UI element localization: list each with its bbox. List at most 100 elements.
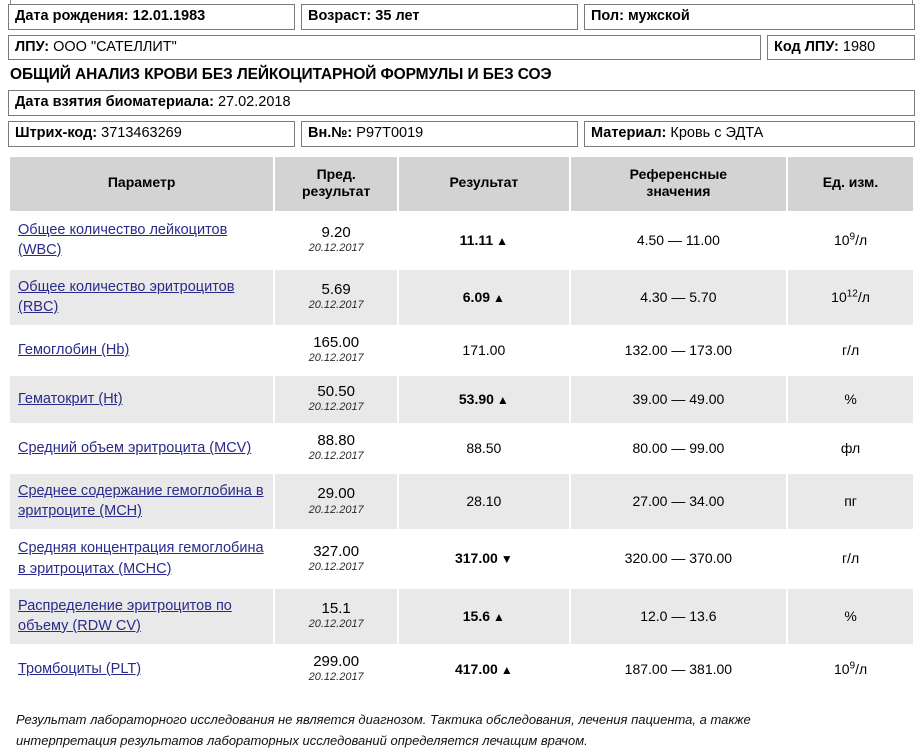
sex-field: Пол: мужской	[584, 4, 915, 30]
cell-parameter: Гематокрит (Ht)	[10, 376, 274, 424]
column-header-previous-line2: результат	[301, 183, 371, 200]
cell-previous-result: 327.00 20.12.2017	[275, 531, 398, 587]
cell-previous-result: 29.00 20.12.2017	[275, 474, 398, 530]
previous-result-value: 88.80	[317, 432, 355, 450]
unit-base: 10	[833, 231, 850, 248]
result-value: 11.11	[459, 231, 494, 248]
unit-exponent: 9	[849, 660, 856, 672]
parameter-link[interactable]: Общее количество лейкоцитов (WBC)	[18, 221, 228, 258]
unit-suffix: /л	[857, 288, 870, 305]
clinic-row: ЛПУ: ООО "САТЕЛЛИТ" Код ЛПУ: 1980	[8, 34, 915, 61]
clinic-code-value: 1980	[842, 38, 876, 55]
cell-unit: %	[788, 376, 913, 424]
internal-number-label: Вн.№:	[308, 125, 353, 142]
previous-result-date: 20.12.2017	[308, 352, 364, 365]
cell-parameter: Общее количество эритроцитов (RBC)	[10, 269, 274, 326]
previous-result-value: 15.1	[321, 599, 351, 617]
result-value: 88.50	[466, 440, 502, 457]
unit-suffix: /л	[855, 231, 868, 248]
cell-reference-range: 132.00 — 173.00	[570, 327, 787, 375]
previous-result-value: 299.00	[313, 652, 360, 670]
parameter-link[interactable]: Гемоглобин (Hb)	[18, 342, 130, 359]
table-row: Гемоглобин (Hb) 165.00 20.12.2017 171.00 132…	[10, 327, 913, 375]
clinic-code-label: Код ЛПУ:	[774, 38, 839, 55]
disclaimer-line-1: Результат лабораторного исследования не …	[16, 711, 751, 727]
previous-result-date: 20.12.2017	[308, 671, 364, 684]
disclaimer-line-2: интерпретация результатов лабораторных и…	[16, 733, 588, 749]
cell-previous-result: 165.00 20.12.2017	[275, 327, 398, 375]
parameter-link[interactable]: Тромбоциты (PLT)	[18, 660, 142, 677]
sex-label: Пол:	[591, 8, 624, 24]
parameter-link[interactable]: Средняя концентрация гемоглобина в эритр…	[18, 540, 264, 577]
unit-base: 10	[831, 288, 847, 305]
column-header-unit: Ед. изм.	[788, 156, 913, 211]
cell-unit: г/л	[788, 531, 913, 587]
sample-identification-row: Штрих-код: 3713463269 Вн.№: P97T0019 Мат…	[8, 121, 915, 147]
birth-date-field: Дата рождения: 12.01.1983	[8, 4, 295, 30]
arrow-up-icon: ▲	[493, 290, 505, 305]
parameter-link[interactable]: Общее количество эритроцитов (RBC)	[18, 278, 235, 316]
parameter-link[interactable]: Распределение эритроцитов по объему (RDW…	[18, 597, 232, 634]
column-header-reference-line1: Референсные	[629, 165, 728, 182]
cell-parameter: Распределение эритроцитов по объему (RDW…	[10, 588, 274, 644]
cell-result: 171.00	[399, 327, 569, 375]
birth-date-value: 12.01.1983	[132, 8, 206, 24]
clinic-name-field: ЛПУ: ООО "САТЕЛЛИТ"	[8, 34, 761, 61]
arrow-up-icon: ▲	[496, 392, 509, 407]
result-value: 28.10	[466, 493, 502, 510]
column-header-previous-result: Пред. результат	[275, 156, 398, 211]
cell-reference-range: 39.00 — 49.00	[570, 376, 787, 424]
age-label: Возраст:	[308, 8, 372, 24]
previous-result-value: 29.00	[317, 485, 355, 503]
cell-unit: 109/л	[788, 645, 913, 693]
barcode-label: Штрих-код:	[15, 125, 98, 142]
result-value: 171.00	[462, 342, 506, 359]
unit-base: 10	[833, 660, 850, 677]
cell-parameter: Средняя концентрация гемоглобина в эритр…	[10, 531, 274, 587]
table-row: Среднее содержание гемоглобина в эритроц…	[10, 474, 913, 530]
cell-parameter: Средний объем эритроцита (MCV)	[10, 425, 274, 473]
cell-parameter: Гемоглобин (Hb)	[10, 327, 274, 375]
cell-previous-result: 9.20 20.12.2017	[275, 212, 398, 268]
arrow-down-icon: ▼	[500, 552, 513, 567]
cell-reference-range: 27.00 — 34.00	[570, 474, 787, 530]
disclaimer-text: Результат лабораторного исследования не …	[16, 709, 816, 752]
result-value: 6.09	[462, 288, 491, 305]
parameter-link[interactable]: Средний объем эритроцита (MCV)	[18, 440, 252, 457]
barcode-field: Штрих-код: 3713463269	[8, 121, 295, 147]
cell-result: 53.90 ▲	[399, 376, 569, 424]
cell-parameter: Общее количество лейкоцитов (WBC)	[10, 212, 274, 268]
cell-parameter: Среднее содержание гемоглобина в эритроц…	[10, 474, 274, 530]
cell-reference-range: 4.50 — 11.00	[570, 212, 787, 268]
unit-base: пг	[844, 493, 857, 510]
parameter-link[interactable]: Гематокрит (Ht)	[18, 391, 123, 408]
column-header-reference-line2: значения	[646, 183, 711, 200]
age-field: Возраст: 35 лет	[301, 4, 578, 30]
birth-date-label: Дата рождения:	[15, 8, 129, 24]
top-cut-off-row	[10, 0, 913, 4]
table-row: Тромбоциты (PLT) 299.00 20.12.2017 417.00 ▲ 1…	[10, 645, 913, 693]
previous-result-date: 20.12.2017	[308, 503, 364, 516]
previous-result-value: 327.00	[313, 542, 360, 560]
internal-number-field: Вн.№: P97T0019	[301, 121, 578, 147]
parameter-link[interactable]: Среднее содержание гемоглобина в эритроц…	[18, 483, 264, 520]
unit-base: г/л	[841, 550, 860, 567]
unit-base: %	[844, 607, 857, 624]
previous-result-value: 165.00	[313, 334, 360, 352]
result-value: 417.00	[454, 660, 498, 677]
clinic-name-label: ЛПУ:	[15, 38, 50, 55]
unit-suffix: /л	[855, 660, 868, 677]
cell-unit: пг	[788, 474, 913, 530]
results-header-row: Параметр Пред. результат Результат Рефер…	[10, 156, 913, 211]
table-row: Гематокрит (Ht) 50.50 20.12.2017 53.90 ▲ 39.0…	[10, 376, 913, 424]
cell-reference-range: 320.00 — 370.00	[570, 531, 787, 587]
table-row: Распределение эритроцитов по объему (RDW…	[10, 588, 913, 644]
results-table: Параметр Пред. результат Результат Рефер…	[8, 155, 915, 695]
result-value: 15.6	[462, 607, 491, 624]
biomaterial-date-value: 27.02.2018	[217, 94, 291, 111]
unit-exponent: 12	[846, 288, 858, 300]
age-value: 35 лет	[375, 8, 420, 24]
biomaterial-date-row: Дата взятия биоматериала: 27.02.2018	[8, 90, 915, 117]
internal-number-value: P97T0019	[356, 125, 424, 142]
